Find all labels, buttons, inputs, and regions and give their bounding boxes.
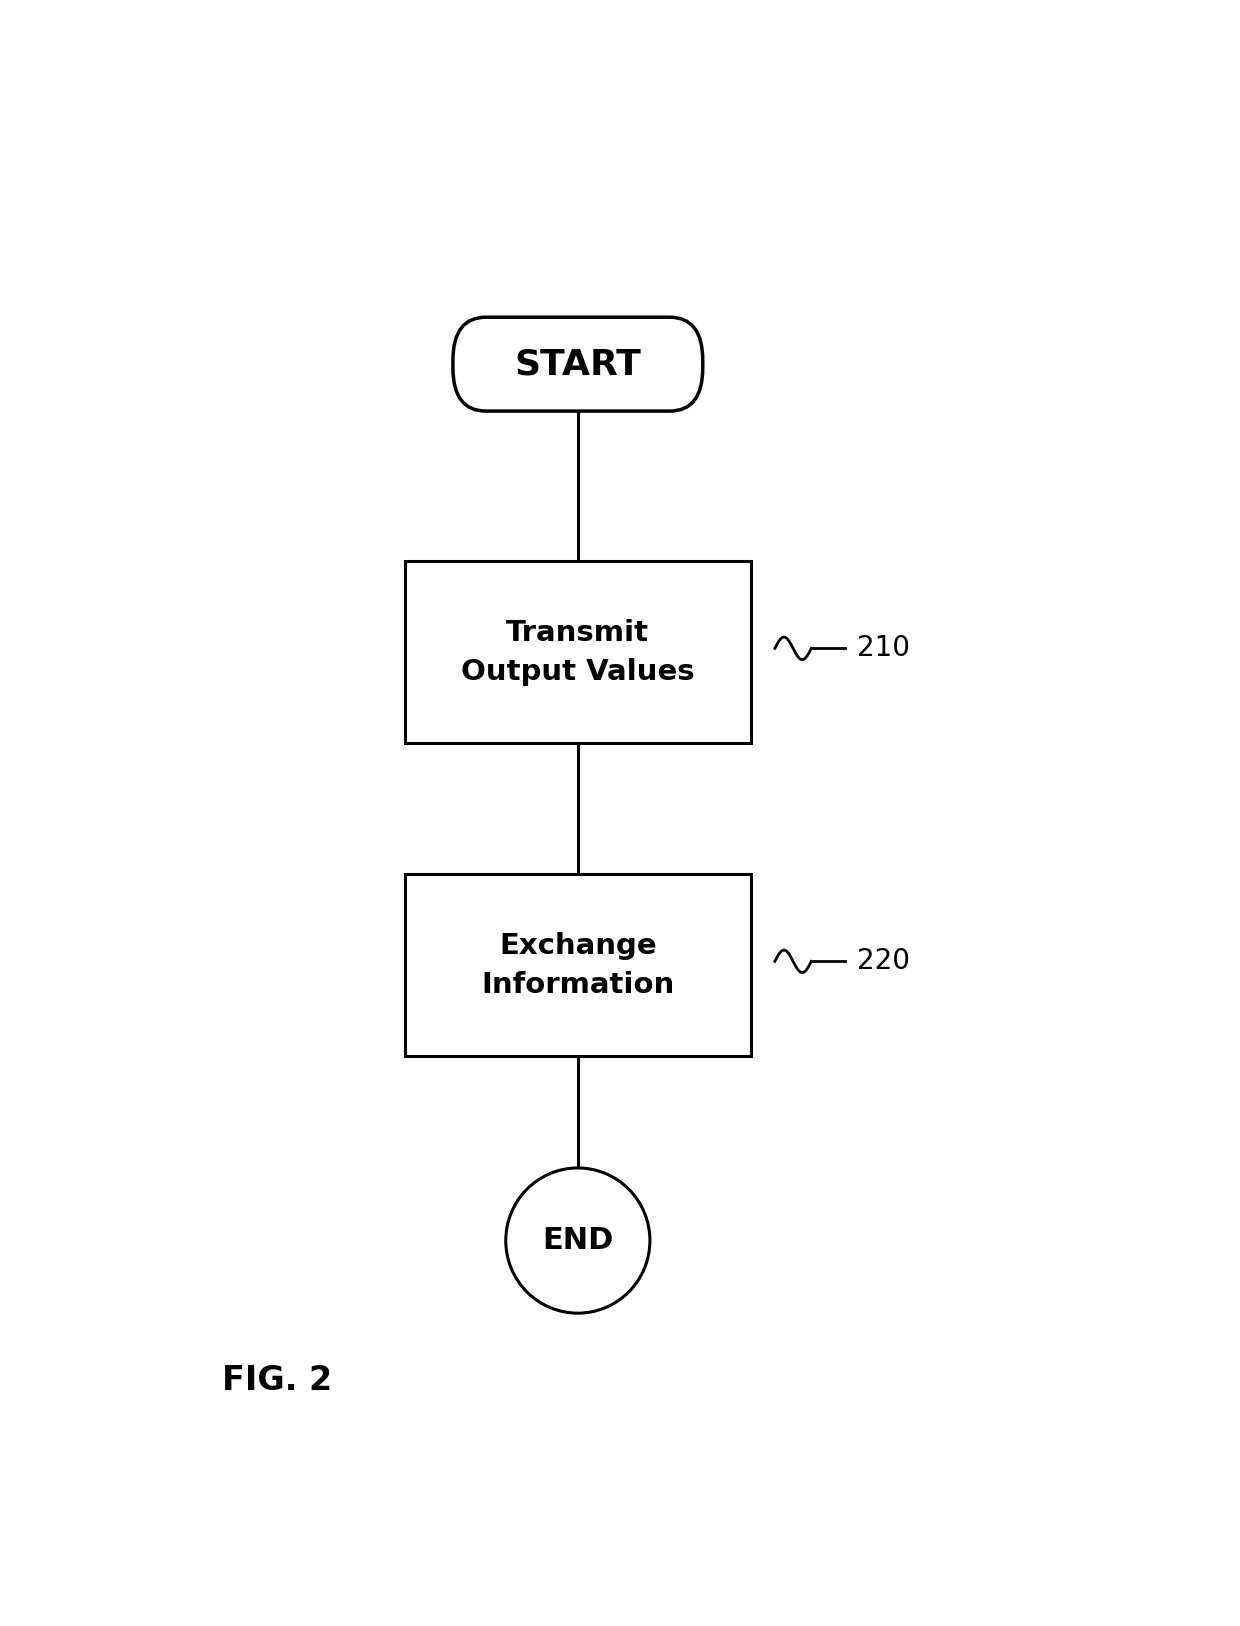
Text: START: START [515, 346, 641, 380]
Text: 210: 210 [857, 634, 909, 662]
FancyBboxPatch shape [453, 317, 703, 411]
Text: Transmit
Output Values: Transmit Output Values [461, 618, 694, 686]
Text: Exchange
Information: Exchange Information [481, 932, 675, 998]
Bar [404, 875, 750, 1055]
Text: 220: 220 [857, 948, 909, 976]
Text: FIG. 2: FIG. 2 [222, 1364, 332, 1397]
Bar [404, 561, 750, 743]
Ellipse shape [506, 1167, 650, 1314]
Text: END: END [542, 1226, 614, 1255]
